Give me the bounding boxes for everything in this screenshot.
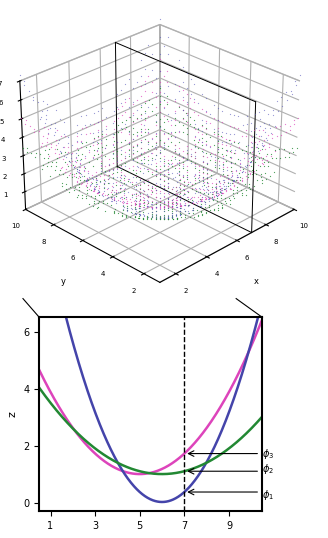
Text: $\phi_1$: $\phi_1$: [262, 488, 275, 502]
Text: $\phi_3$: $\phi_3$: [262, 447, 275, 461]
X-axis label: x: x: [254, 277, 258, 286]
Y-axis label: y: y: [61, 277, 66, 286]
Text: $\phi_2$: $\phi_2$: [262, 462, 275, 476]
X-axis label: x: x: [148, 536, 154, 538]
Y-axis label: z: z: [8, 412, 18, 417]
